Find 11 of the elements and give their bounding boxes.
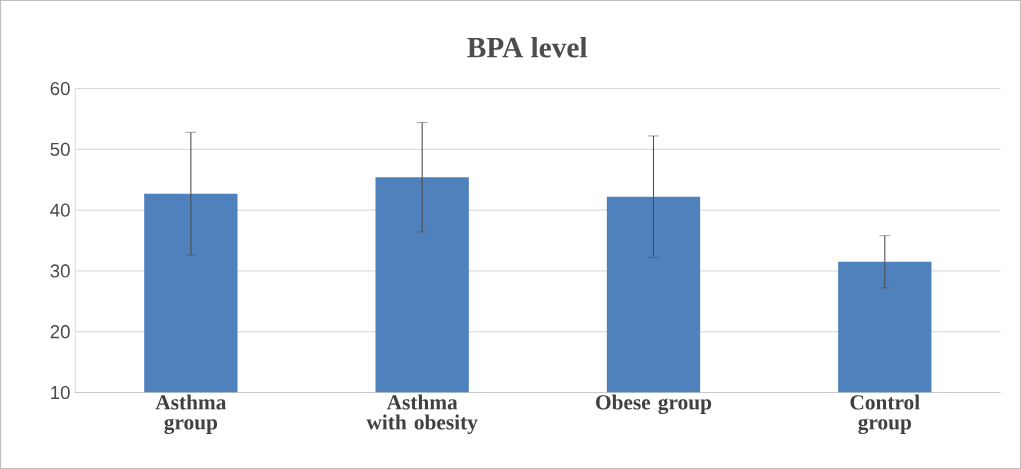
y-tick-label: 40	[50, 203, 70, 217]
y-tick-label: 60	[50, 81, 70, 96]
x-tick-label: Asthma group	[155, 394, 227, 435]
y-tick-label: 10	[51, 385, 70, 400]
x-tick-label: Asthma with obesity	[366, 394, 478, 434]
x-tick-label: Obese group	[596, 394, 712, 415]
y-tick-label: 50	[50, 142, 70, 156]
x-tick-label: Control group	[850, 394, 920, 435]
y-tick-label: 20	[50, 325, 70, 339]
chart-title: BPA level	[467, 36, 588, 58]
y-tick-label: 30	[50, 264, 70, 278]
